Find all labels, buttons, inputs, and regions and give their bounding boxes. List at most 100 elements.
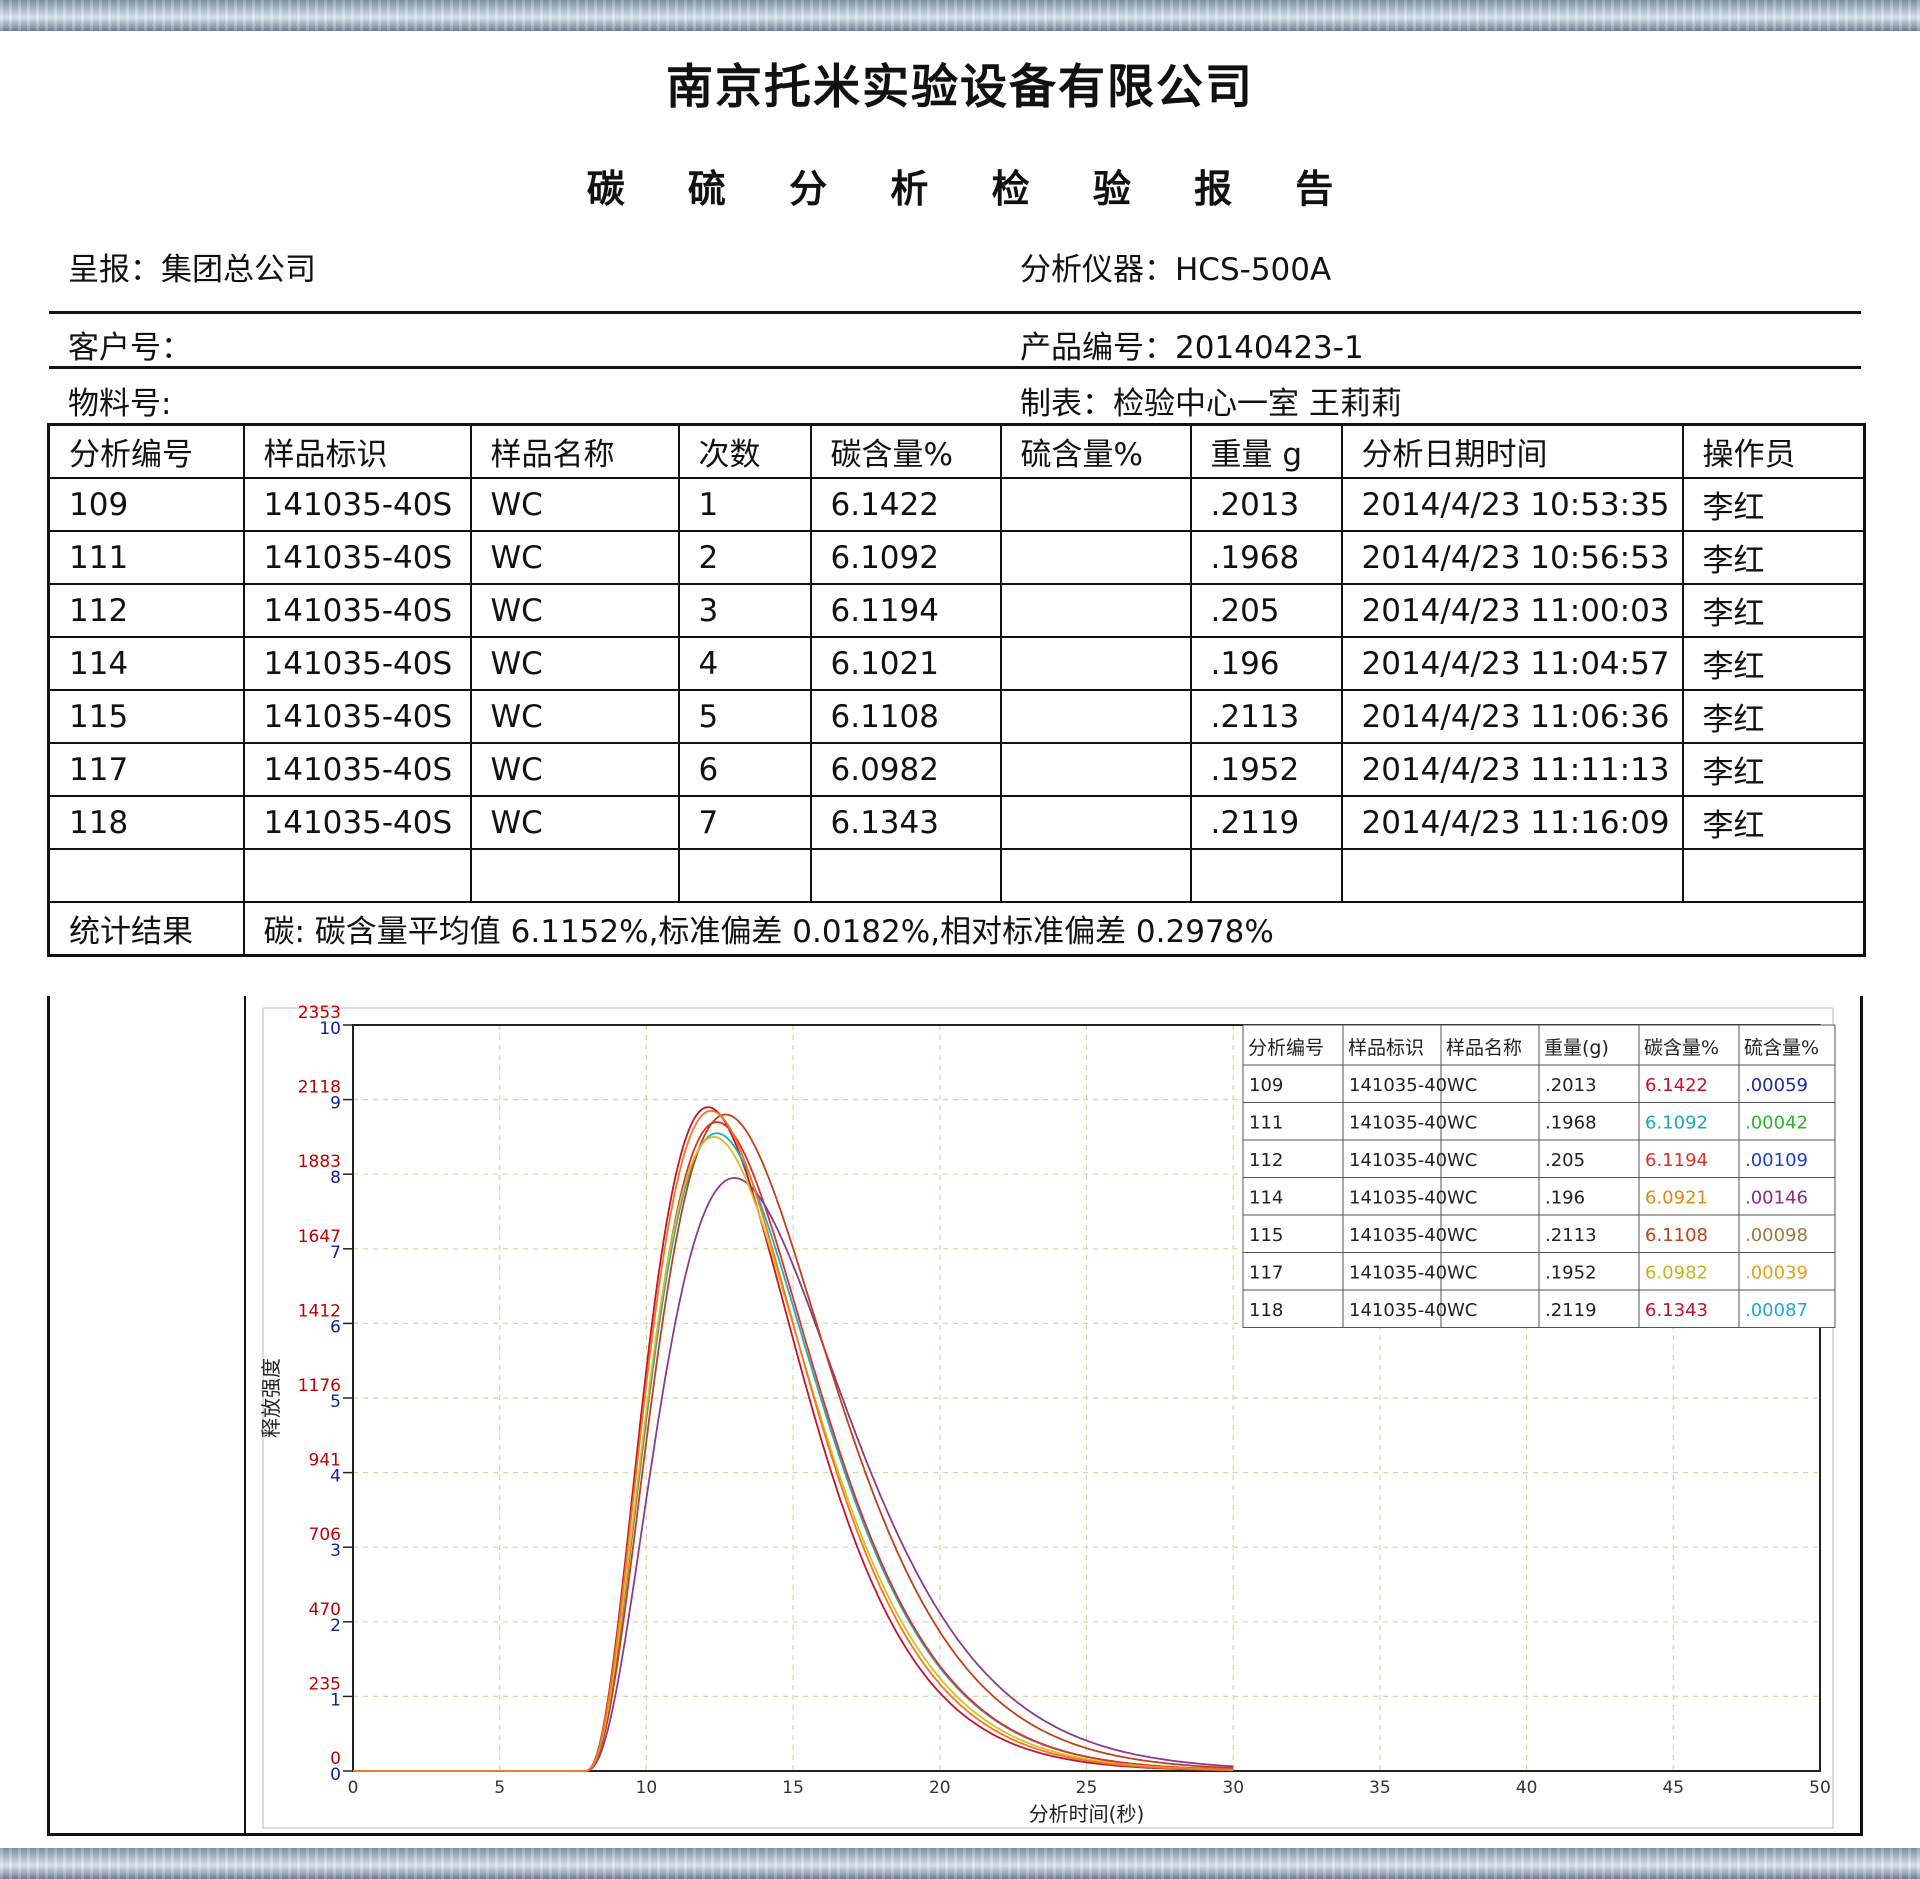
table-cell: .1952 xyxy=(1189,742,1343,797)
bottom-decorative-band xyxy=(0,1848,1920,1879)
divider-line xyxy=(49,311,1861,314)
prepared-by: 制表：检验中心一室 王莉莉 xyxy=(1020,386,1402,422)
table-cell: 141035-40S xyxy=(242,583,472,638)
table-cell: .205 xyxy=(1189,583,1343,638)
report-to: 呈报：集团总公司 xyxy=(68,252,316,288)
table-cell: .1968 xyxy=(1189,530,1343,585)
table-cell: 115 xyxy=(47,689,245,744)
y-tick-label-blue: 6 xyxy=(330,1317,341,1337)
legend-cell: 6.1422 xyxy=(1645,1075,1708,1096)
y-tick-label-red: 941 xyxy=(309,1451,341,1471)
legend-cell: 115 xyxy=(1249,1225,1283,1246)
table-cell xyxy=(999,636,1192,691)
table-row: 112 141035-40S WC 3 6.1194 .205 2014/4/23 11:0… xyxy=(47,583,1866,638)
table-cell: WC xyxy=(469,795,680,850)
legend-cell: .196 xyxy=(1545,1188,1585,1209)
table-cell: 2014/4/23 11:04:57 xyxy=(1340,636,1684,691)
x-tick-label: 50 xyxy=(1809,1778,1831,1798)
table-cell: 6.1194 xyxy=(809,583,1002,638)
legend-cell: 6.1092 xyxy=(1645,1113,1708,1134)
table-cell: 李红 xyxy=(1681,530,1866,585)
table-cell: 6.1422 xyxy=(809,477,1002,532)
table-cell: 2014/4/23 10:56:53 xyxy=(1340,530,1684,585)
legend-cell: 141035-40 xyxy=(1349,1075,1447,1096)
table-cell: 141035-40S xyxy=(242,689,472,744)
table-cell: 118 xyxy=(47,795,245,850)
table-cell: WC xyxy=(469,742,680,797)
table-cell xyxy=(1189,848,1343,903)
legend-cell: .1952 xyxy=(1545,1263,1597,1284)
table-cell: 李红 xyxy=(1681,583,1866,638)
legend-cell: .00146 xyxy=(1745,1188,1808,1209)
legend-cell: WC xyxy=(1447,1188,1477,1209)
table-cell: 114 xyxy=(47,636,245,691)
y-tick-label-blue: 8 xyxy=(330,1168,341,1188)
table-cell: 117 xyxy=(47,742,245,797)
table-cell xyxy=(999,795,1192,850)
table-row: 115 141035-40S WC 5 6.1108 .2113 2014/4/23 11:… xyxy=(47,689,1866,744)
legend-cell: WC xyxy=(1447,1263,1477,1284)
y-tick-label-red: 2353 xyxy=(298,1003,341,1023)
y-axis-label: 释放强度 xyxy=(259,1358,283,1438)
column-header: 重量 g xyxy=(1189,423,1343,479)
chart-column-divider xyxy=(244,996,246,1833)
legend-cell: 141035-40 xyxy=(1349,1188,1447,1209)
stats-row: 统计结果 碳: 碳含量平均值 6.1152%,标准偏差 0.0182%,相对标准… xyxy=(47,901,1866,957)
legend-cell: .1968 xyxy=(1545,1113,1597,1134)
legend-cell: .2113 xyxy=(1545,1225,1597,1246)
table-row: 114 141035-40S WC 4 6.1021 .196 2014/4/23 11:0… xyxy=(47,636,1866,691)
table-cell: 2014/4/23 10:53:35 xyxy=(1340,477,1684,532)
legend-cell: 141035-40 xyxy=(1349,1300,1447,1321)
table-cell: 李红 xyxy=(1681,795,1866,850)
table-cell: 4 xyxy=(677,636,812,691)
legend-column-header: 样品名称 xyxy=(1446,1037,1522,1059)
column-header: 分析日期时间 xyxy=(1340,423,1684,479)
table-cell: 141035-40S xyxy=(242,636,472,691)
table-cell xyxy=(999,530,1192,585)
y-tick-label-red: 2118 xyxy=(298,1078,341,1098)
y-tick-label-red: 1883 xyxy=(298,1152,341,1172)
legend-cell: .00039 xyxy=(1745,1263,1808,1284)
product-no: 产品编号：20140423-1 xyxy=(1020,330,1364,366)
table-row: 111 141035-40S WC 2 6.1092 .1968 2014/4/23 10:… xyxy=(47,530,1866,585)
y-tick-label-blue: 4 xyxy=(330,1467,341,1487)
table-cell: 1 xyxy=(677,477,812,532)
table-cell: 6.1108 xyxy=(809,689,1002,744)
table-cell xyxy=(999,848,1192,903)
legend-cell: 141035-40 xyxy=(1349,1150,1447,1171)
stats-label: 统计结果 xyxy=(47,901,245,957)
table-cell xyxy=(469,848,680,903)
x-tick-label: 40 xyxy=(1516,1778,1538,1798)
table-cell: 141035-40S xyxy=(242,477,472,532)
legend-column-header: 碳含量% xyxy=(1644,1037,1719,1059)
x-tick-label: 0 xyxy=(348,1778,359,1798)
table-cell: 3 xyxy=(677,583,812,638)
legend-cell: 6.1194 xyxy=(1645,1150,1708,1171)
table-cell xyxy=(999,583,1192,638)
x-tick-label: 15 xyxy=(782,1778,804,1798)
table-cell: 111 xyxy=(47,530,245,585)
table-cell: 6 xyxy=(677,742,812,797)
y-tick-label-red: 1176 xyxy=(298,1376,341,1396)
table-cell: 6.1343 xyxy=(809,795,1002,850)
legend-cell: 112 xyxy=(1249,1150,1283,1171)
table-cell: 李红 xyxy=(1681,742,1866,797)
table-cell: 141035-40S xyxy=(242,742,472,797)
material-no: 物料号: xyxy=(68,386,172,422)
legend-column-header: 硫含量% xyxy=(1744,1037,1819,1059)
table-cell: 2014/4/23 11:16:09 xyxy=(1340,795,1684,850)
legend-cell: 6.0982 xyxy=(1645,1263,1708,1284)
table-cell: 2 xyxy=(677,530,812,585)
table-cell: 112 xyxy=(47,583,245,638)
legend-cell: 141035-40 xyxy=(1349,1263,1447,1284)
legend-cell: 109 xyxy=(1249,1075,1283,1096)
y-tick-label-blue: 9 xyxy=(330,1094,341,1114)
legend-cell: WC xyxy=(1447,1075,1477,1096)
table-cell xyxy=(999,477,1192,532)
legend-cell: 114 xyxy=(1249,1188,1283,1209)
report-title: 碳 硫 分 析 检 验 报 告 xyxy=(586,167,1359,211)
table-cell: WC xyxy=(469,636,680,691)
legend-cell: 6.1343 xyxy=(1645,1300,1708,1321)
table-cell xyxy=(677,848,812,903)
table-cell: 2014/4/23 11:11:13 xyxy=(1340,742,1684,797)
